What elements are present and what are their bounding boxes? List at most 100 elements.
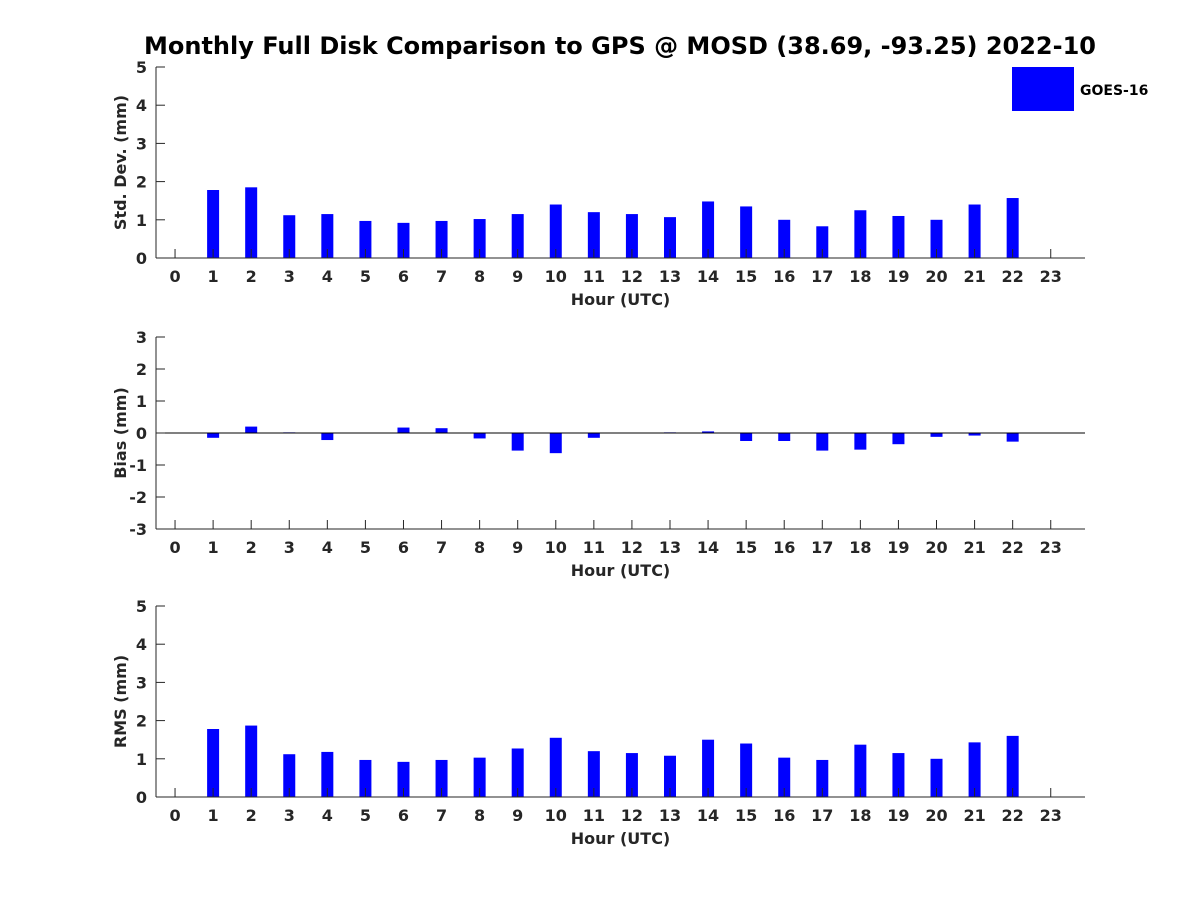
bar-std-dev-hour-17 [816, 226, 829, 258]
x-tick-label-std-dev-3: 3 [284, 267, 295, 286]
x-tick-label-std-dev-13: 13 [659, 267, 681, 286]
x-tick-label-std-dev-15: 15 [735, 267, 757, 286]
bar-bias-hour-20 [930, 433, 943, 437]
x-tick-label-rms-21: 21 [963, 806, 985, 825]
bar-bias-hour-16 [778, 433, 791, 441]
bar-bias-hour-8 [473, 433, 486, 439]
x-tick-label-rms-23: 23 [1040, 806, 1062, 825]
x-tick-label-rms-17: 17 [811, 806, 833, 825]
x-tick-label-bias-6: 6 [398, 538, 409, 557]
x-tick-label-rms-18: 18 [849, 806, 871, 825]
x-tick-label-rms-16: 16 [773, 806, 795, 825]
bar-bias-hour-10 [549, 433, 562, 454]
y-tick-label-std-dev-4: 4 [136, 96, 147, 115]
x-axis-label-std-dev: Hour (UTC) [571, 290, 671, 309]
x-tick-label-std-dev-12: 12 [621, 267, 643, 286]
bar-rms-hour-21 [968, 742, 981, 797]
bar-rms-hour-19 [892, 753, 905, 797]
x-tick-label-rms-1: 1 [208, 806, 219, 825]
x-tick-label-std-dev-6: 6 [398, 267, 409, 286]
bar-bias-hour-17 [816, 433, 829, 451]
bar-std-dev-hour-22 [1006, 198, 1019, 258]
legend-label-goes-16: GOES-16 [1080, 83, 1148, 99]
y-axis-label-bias: Bias (mm) [111, 387, 130, 479]
y-tick-label-bias--1: -1 [129, 456, 147, 475]
bar-bias-hour-19 [892, 433, 905, 445]
x-tick-label-bias-7: 7 [436, 538, 447, 557]
bar-std-dev-hour-1 [207, 190, 220, 258]
bar-rms-hour-11 [587, 751, 600, 797]
y-tick-label-rms-0: 0 [136, 788, 147, 807]
x-tick-label-bias-17: 17 [811, 538, 833, 557]
x-tick-label-std-dev-18: 18 [849, 267, 871, 286]
x-tick-label-rms-8: 8 [474, 806, 485, 825]
bar-std-dev-hour-14 [702, 201, 715, 258]
y-axis-label-std-dev: Std. Dev. (mm) [111, 95, 130, 230]
y-tick-label-bias-3: 3 [136, 328, 147, 347]
x-tick-label-std-dev-9: 9 [512, 267, 523, 286]
bar-bias-hour-11 [587, 433, 600, 438]
y-tick-label-rms-4: 4 [136, 635, 147, 654]
bar-std-dev-hour-11 [587, 212, 600, 258]
y-tick-label-std-dev-5: 5 [136, 58, 147, 77]
x-tick-label-bias-15: 15 [735, 538, 757, 557]
x-tick-label-bias-19: 19 [887, 538, 909, 557]
bar-rms-hour-15 [740, 743, 753, 797]
bar-rms-hour-12 [625, 753, 638, 797]
bar-bias-hour-15 [740, 433, 753, 441]
x-tick-label-rms-20: 20 [925, 806, 947, 825]
x-tick-label-rms-4: 4 [322, 806, 333, 825]
bar-rms-hour-18 [854, 744, 867, 797]
x-tick-label-rms-15: 15 [735, 806, 757, 825]
bar-std-dev-hour-2 [245, 187, 258, 258]
bar-bias-hour-2 [245, 426, 258, 433]
x-tick-label-rms-2: 2 [246, 806, 257, 825]
bar-bias-hour-9 [511, 433, 524, 451]
x-tick-label-bias-3: 3 [284, 538, 295, 557]
x-tick-label-rms-5: 5 [360, 806, 371, 825]
x-axis-label-rms: Hour (UTC) [571, 829, 671, 848]
x-tick-label-bias-11: 11 [583, 538, 605, 557]
x-tick-label-std-dev-19: 19 [887, 267, 909, 286]
bar-rms-hour-20 [930, 758, 943, 797]
x-tick-label-bias-13: 13 [659, 538, 681, 557]
bar-rms-hour-3 [283, 754, 296, 797]
x-tick-label-std-dev-22: 22 [1002, 267, 1024, 286]
y-tick-label-rms-2: 2 [136, 712, 147, 731]
x-tick-label-bias-0: 0 [169, 538, 180, 557]
x-tick-label-bias-18: 18 [849, 538, 871, 557]
y-tick-label-bias--3: -3 [129, 520, 147, 539]
y-tick-label-bias-1: 1 [136, 392, 147, 411]
bar-rms-hour-1 [207, 729, 220, 797]
bar-std-dev-hour-21 [968, 204, 981, 258]
bar-rms-hour-14 [702, 739, 715, 797]
x-tick-label-std-dev-14: 14 [697, 267, 719, 286]
x-tick-label-std-dev-0: 0 [169, 267, 180, 286]
y-tick-label-std-dev-3: 3 [136, 134, 147, 153]
x-tick-label-bias-8: 8 [474, 538, 485, 557]
bar-bias-hour-14 [702, 431, 715, 433]
bar-rms-hour-8 [473, 757, 486, 797]
bar-bias-hour-4 [321, 433, 334, 441]
legend: GOES-16 [1012, 67, 1148, 111]
x-tick-label-bias-23: 23 [1040, 538, 1062, 557]
bar-rms-hour-2 [245, 725, 258, 797]
x-tick-label-std-dev-10: 10 [545, 267, 567, 286]
x-axis-label-bias: Hour (UTC) [571, 561, 671, 580]
y-tick-label-rms-1: 1 [136, 750, 147, 769]
x-tick-label-bias-10: 10 [545, 538, 567, 557]
bar-rms-hour-17 [816, 759, 829, 797]
bar-rms-hour-4 [321, 751, 334, 797]
x-tick-label-rms-22: 22 [1002, 806, 1024, 825]
x-tick-label-rms-7: 7 [436, 806, 447, 825]
x-tick-label-std-dev-4: 4 [322, 267, 333, 286]
x-tick-label-std-dev-7: 7 [436, 267, 447, 286]
x-tick-label-rms-14: 14 [697, 806, 719, 825]
bar-rms-hour-9 [511, 748, 524, 797]
x-tick-label-rms-13: 13 [659, 806, 681, 825]
x-tick-label-rms-3: 3 [284, 806, 295, 825]
